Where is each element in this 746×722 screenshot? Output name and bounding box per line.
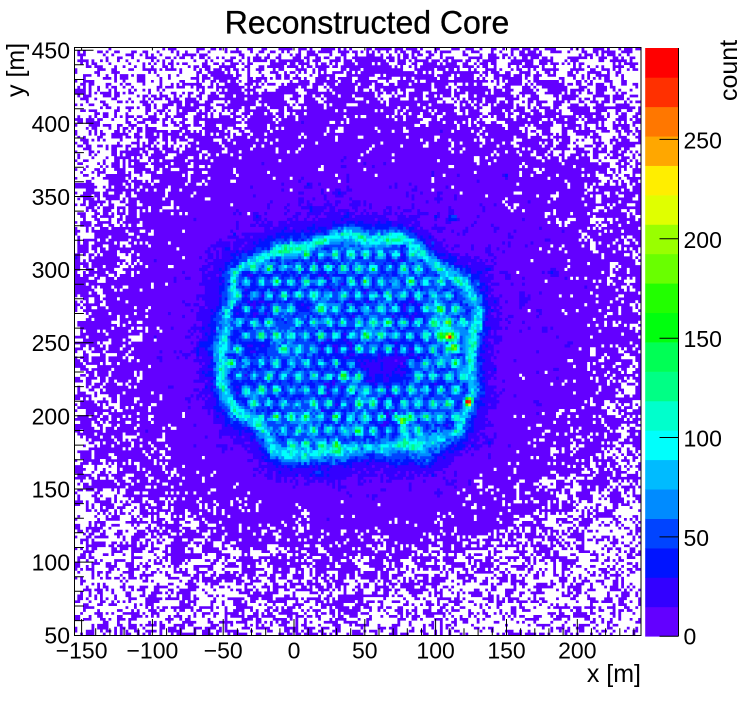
svg-text:200: 200 <box>558 638 596 664</box>
svg-text:100: 100 <box>32 550 70 576</box>
svg-text:y [m]: y [m] <box>2 43 30 97</box>
svg-text:0: 0 <box>684 624 697 650</box>
svg-text:150: 150 <box>32 477 70 503</box>
svg-text:50: 50 <box>352 638 378 664</box>
svg-text:50: 50 <box>684 525 710 551</box>
svg-text:count: count <box>715 40 743 101</box>
svg-text:100: 100 <box>416 638 454 664</box>
svg-text:100: 100 <box>684 426 722 452</box>
svg-text:250: 250 <box>32 330 70 356</box>
svg-text:400: 400 <box>32 111 70 137</box>
svg-text:−150: −150 <box>56 638 108 664</box>
svg-text:0: 0 <box>288 638 301 664</box>
svg-text:Reconstructed Core: Reconstructed Core <box>225 5 510 41</box>
svg-text:x [m]: x [m] <box>587 660 641 688</box>
svg-text:150: 150 <box>684 326 722 352</box>
svg-text:350: 350 <box>32 184 70 210</box>
svg-text:50: 50 <box>44 623 70 649</box>
svg-text:450: 450 <box>32 38 70 64</box>
svg-text:−100: −100 <box>126 638 178 664</box>
svg-text:150: 150 <box>487 638 525 664</box>
svg-text:250: 250 <box>684 127 722 153</box>
svg-text:200: 200 <box>32 403 70 429</box>
svg-text:−50: −50 <box>204 638 243 664</box>
svg-text:300: 300 <box>32 257 70 283</box>
svg-text:200: 200 <box>684 227 722 253</box>
